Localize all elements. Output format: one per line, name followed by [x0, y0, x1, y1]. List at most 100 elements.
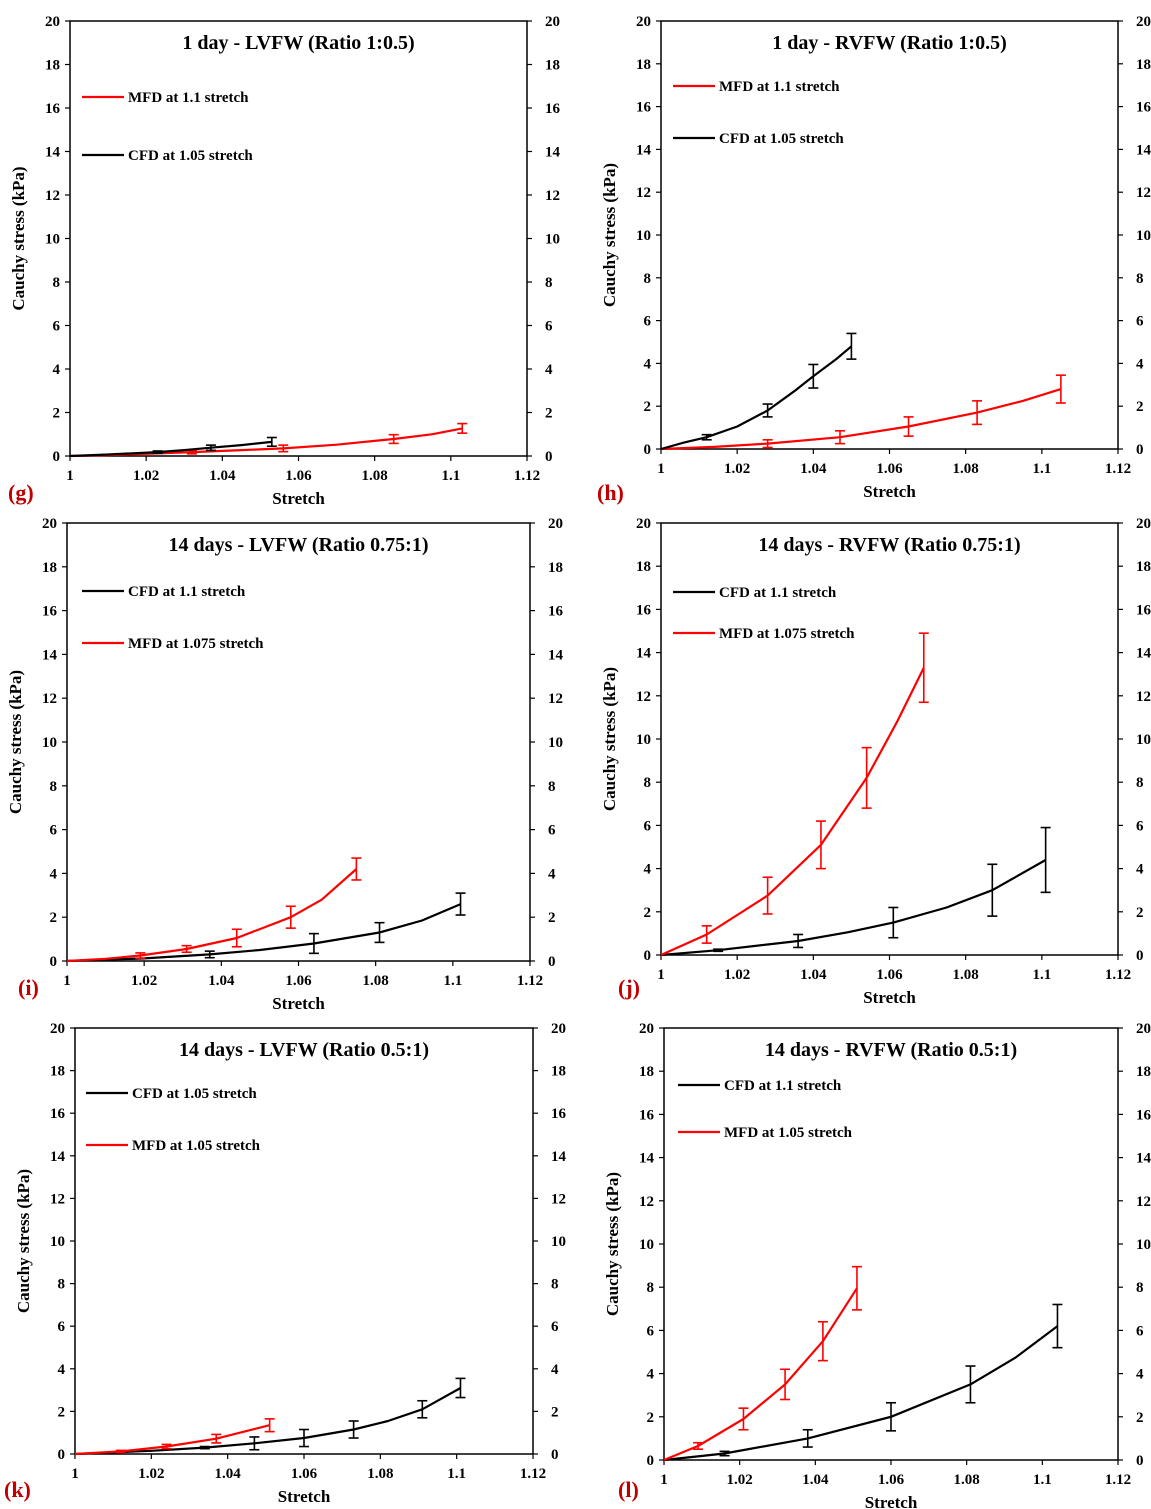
y2-tick-label: 0: [548, 954, 556, 970]
y2-tick-label: 10: [1136, 228, 1151, 244]
y-tick-label: 0: [647, 1453, 655, 1469]
legend-label: MFD at 1.075 stretch: [719, 626, 855, 642]
x-tick-label: 1: [63, 973, 71, 989]
panel-letter: (k): [4, 1477, 31, 1502]
chart-panel: 0 0 2 2 4 4 6 6 8 8 10 10 12 12 14 14 16 16 18 18 20 20 1 1.02 1…: [4, 1021, 567, 1506]
x-tick-label: 1.12: [514, 468, 540, 484]
series-group: [660, 826, 1051, 957]
series-group: [66, 892, 466, 963]
y2-tick-label: 14: [545, 145, 561, 161]
x-tick-label: 1.08: [362, 468, 388, 484]
y2-tick-label: 14: [1136, 142, 1151, 158]
y-axis-label: Cauchy stress (kPa): [6, 670, 25, 814]
y2-tick-label: 6: [1136, 314, 1144, 330]
y-tick-label: 2: [647, 1410, 655, 1426]
x-axis-label: Stretch: [863, 988, 916, 1007]
x-tick-label: 1.1: [1032, 967, 1051, 983]
y-tick-label: 4: [58, 1362, 66, 1378]
y2-tick-label: 10: [1136, 732, 1151, 748]
chart-title: 14 days - LVFW (Ratio 0.5:1): [179, 1039, 429, 1061]
panel-letter: (j): [618, 975, 640, 1000]
y-tick-label: 0: [58, 1447, 66, 1463]
series-line: [663, 1325, 1059, 1462]
series-group: [74, 1418, 275, 1456]
series-group: [660, 332, 857, 451]
x-tick-label: 1.02: [133, 468, 159, 484]
y2-tick-label: 20: [545, 14, 560, 30]
y-tick-label: 6: [644, 818, 652, 834]
x-tick-label: 1.04: [215, 1466, 242, 1482]
y2-tick-label: 10: [545, 232, 560, 248]
y2-tick-label: 12: [545, 188, 560, 204]
y2-tick-label: 20: [1136, 14, 1151, 30]
series-line: [660, 859, 1047, 957]
x-tick-label: 1: [657, 967, 665, 983]
chart-title: 14 days - LVFW (Ratio 0.75:1): [168, 534, 428, 556]
y2-tick-label: 12: [1136, 185, 1151, 201]
y2-tick-label: 6: [1136, 1323, 1144, 1339]
x-tick-label: 1: [657, 461, 665, 477]
x-tick-label: 1.02: [131, 973, 157, 989]
x-tick-label: 1.06: [285, 973, 312, 989]
x-tick-label: 1.12: [1105, 1472, 1131, 1488]
y-axis-label: Cauchy stress (kPa): [600, 667, 619, 811]
y2-tick-label: 0: [1136, 442, 1144, 458]
y2-tick-label: 20: [551, 1021, 566, 1037]
y-tick-label: 8: [644, 775, 652, 791]
series-line: [66, 903, 462, 963]
y-tick-label: 20: [636, 516, 651, 532]
y-tick-label: 10: [50, 1234, 65, 1250]
y2-tick-label: 6: [551, 1319, 559, 1335]
y-tick-label: 4: [644, 356, 652, 372]
y2-tick-label: 6: [545, 319, 553, 335]
y2-tick-label: 6: [548, 823, 556, 839]
y2-tick-label: 12: [551, 1191, 566, 1207]
y-axis-label: Cauchy stress (kPa): [603, 1172, 622, 1316]
y-tick-label: 18: [636, 57, 651, 73]
series-line: [660, 388, 1062, 451]
y-tick-label: 12: [636, 185, 651, 201]
series-group: [74, 1377, 466, 1456]
x-tick-label: 1.04: [800, 461, 827, 477]
x-tick-label: 1.04: [802, 1472, 829, 1488]
y2-tick-label: 18: [1136, 559, 1151, 575]
x-tick-label: 1.06: [876, 461, 903, 477]
y-tick-label: 8: [58, 1277, 66, 1293]
y-tick-label: 6: [53, 319, 61, 335]
y-tick-label: 10: [636, 228, 651, 244]
y2-tick-label: 14: [548, 647, 564, 663]
x-tick-label: 1.02: [138, 1466, 164, 1482]
x-tick-label: 1.06: [291, 1466, 318, 1482]
y-tick-label: 20: [639, 1021, 654, 1037]
y-tick-label: 2: [53, 406, 61, 422]
y-tick-label: 4: [644, 862, 652, 878]
y-tick-label: 0: [53, 449, 61, 465]
x-tick-label: 1.02: [724, 461, 750, 477]
chart-panel: 0 0 2 2 4 4 6 6 8 8 10 10 12 12 14 14 16 16 18 18 20 20 1 1.02 1…: [8, 14, 561, 508]
x-axis-label: Stretch: [278, 1487, 331, 1506]
y2-tick-label: 2: [1136, 1410, 1144, 1426]
y-tick-label: 2: [50, 910, 58, 926]
y-tick-label: 8: [53, 275, 61, 291]
y2-tick-label: 18: [1136, 57, 1151, 73]
y2-tick-label: 4: [1136, 356, 1144, 372]
x-axis-label: Stretch: [272, 994, 325, 1013]
y2-tick-label: 16: [1136, 100, 1151, 116]
y2-tick-label: 4: [545, 362, 553, 378]
series-line: [69, 440, 272, 458]
x-axis-label: Stretch: [863, 482, 916, 501]
y2-tick-label: 14: [1136, 1151, 1151, 1167]
y2-tick-label: 0: [551, 1447, 559, 1463]
legend-label: CFD at 1.05 stretch: [719, 131, 844, 147]
y-tick-label: 16: [636, 602, 652, 618]
y2-tick-label: 8: [548, 779, 556, 795]
series-line: [74, 1387, 462, 1456]
legend-label: CFD at 1.1 stretch: [128, 584, 246, 600]
y2-tick-label: 8: [1136, 775, 1144, 791]
x-tick-label: 1.1: [443, 973, 462, 989]
y-tick-label: 4: [647, 1367, 655, 1383]
x-tick-label: 1.1: [1032, 461, 1051, 477]
y-tick-label: 2: [644, 399, 652, 415]
legend-label: CFD at 1.05 stretch: [132, 1086, 257, 1102]
y2-tick-label: 18: [545, 58, 560, 74]
